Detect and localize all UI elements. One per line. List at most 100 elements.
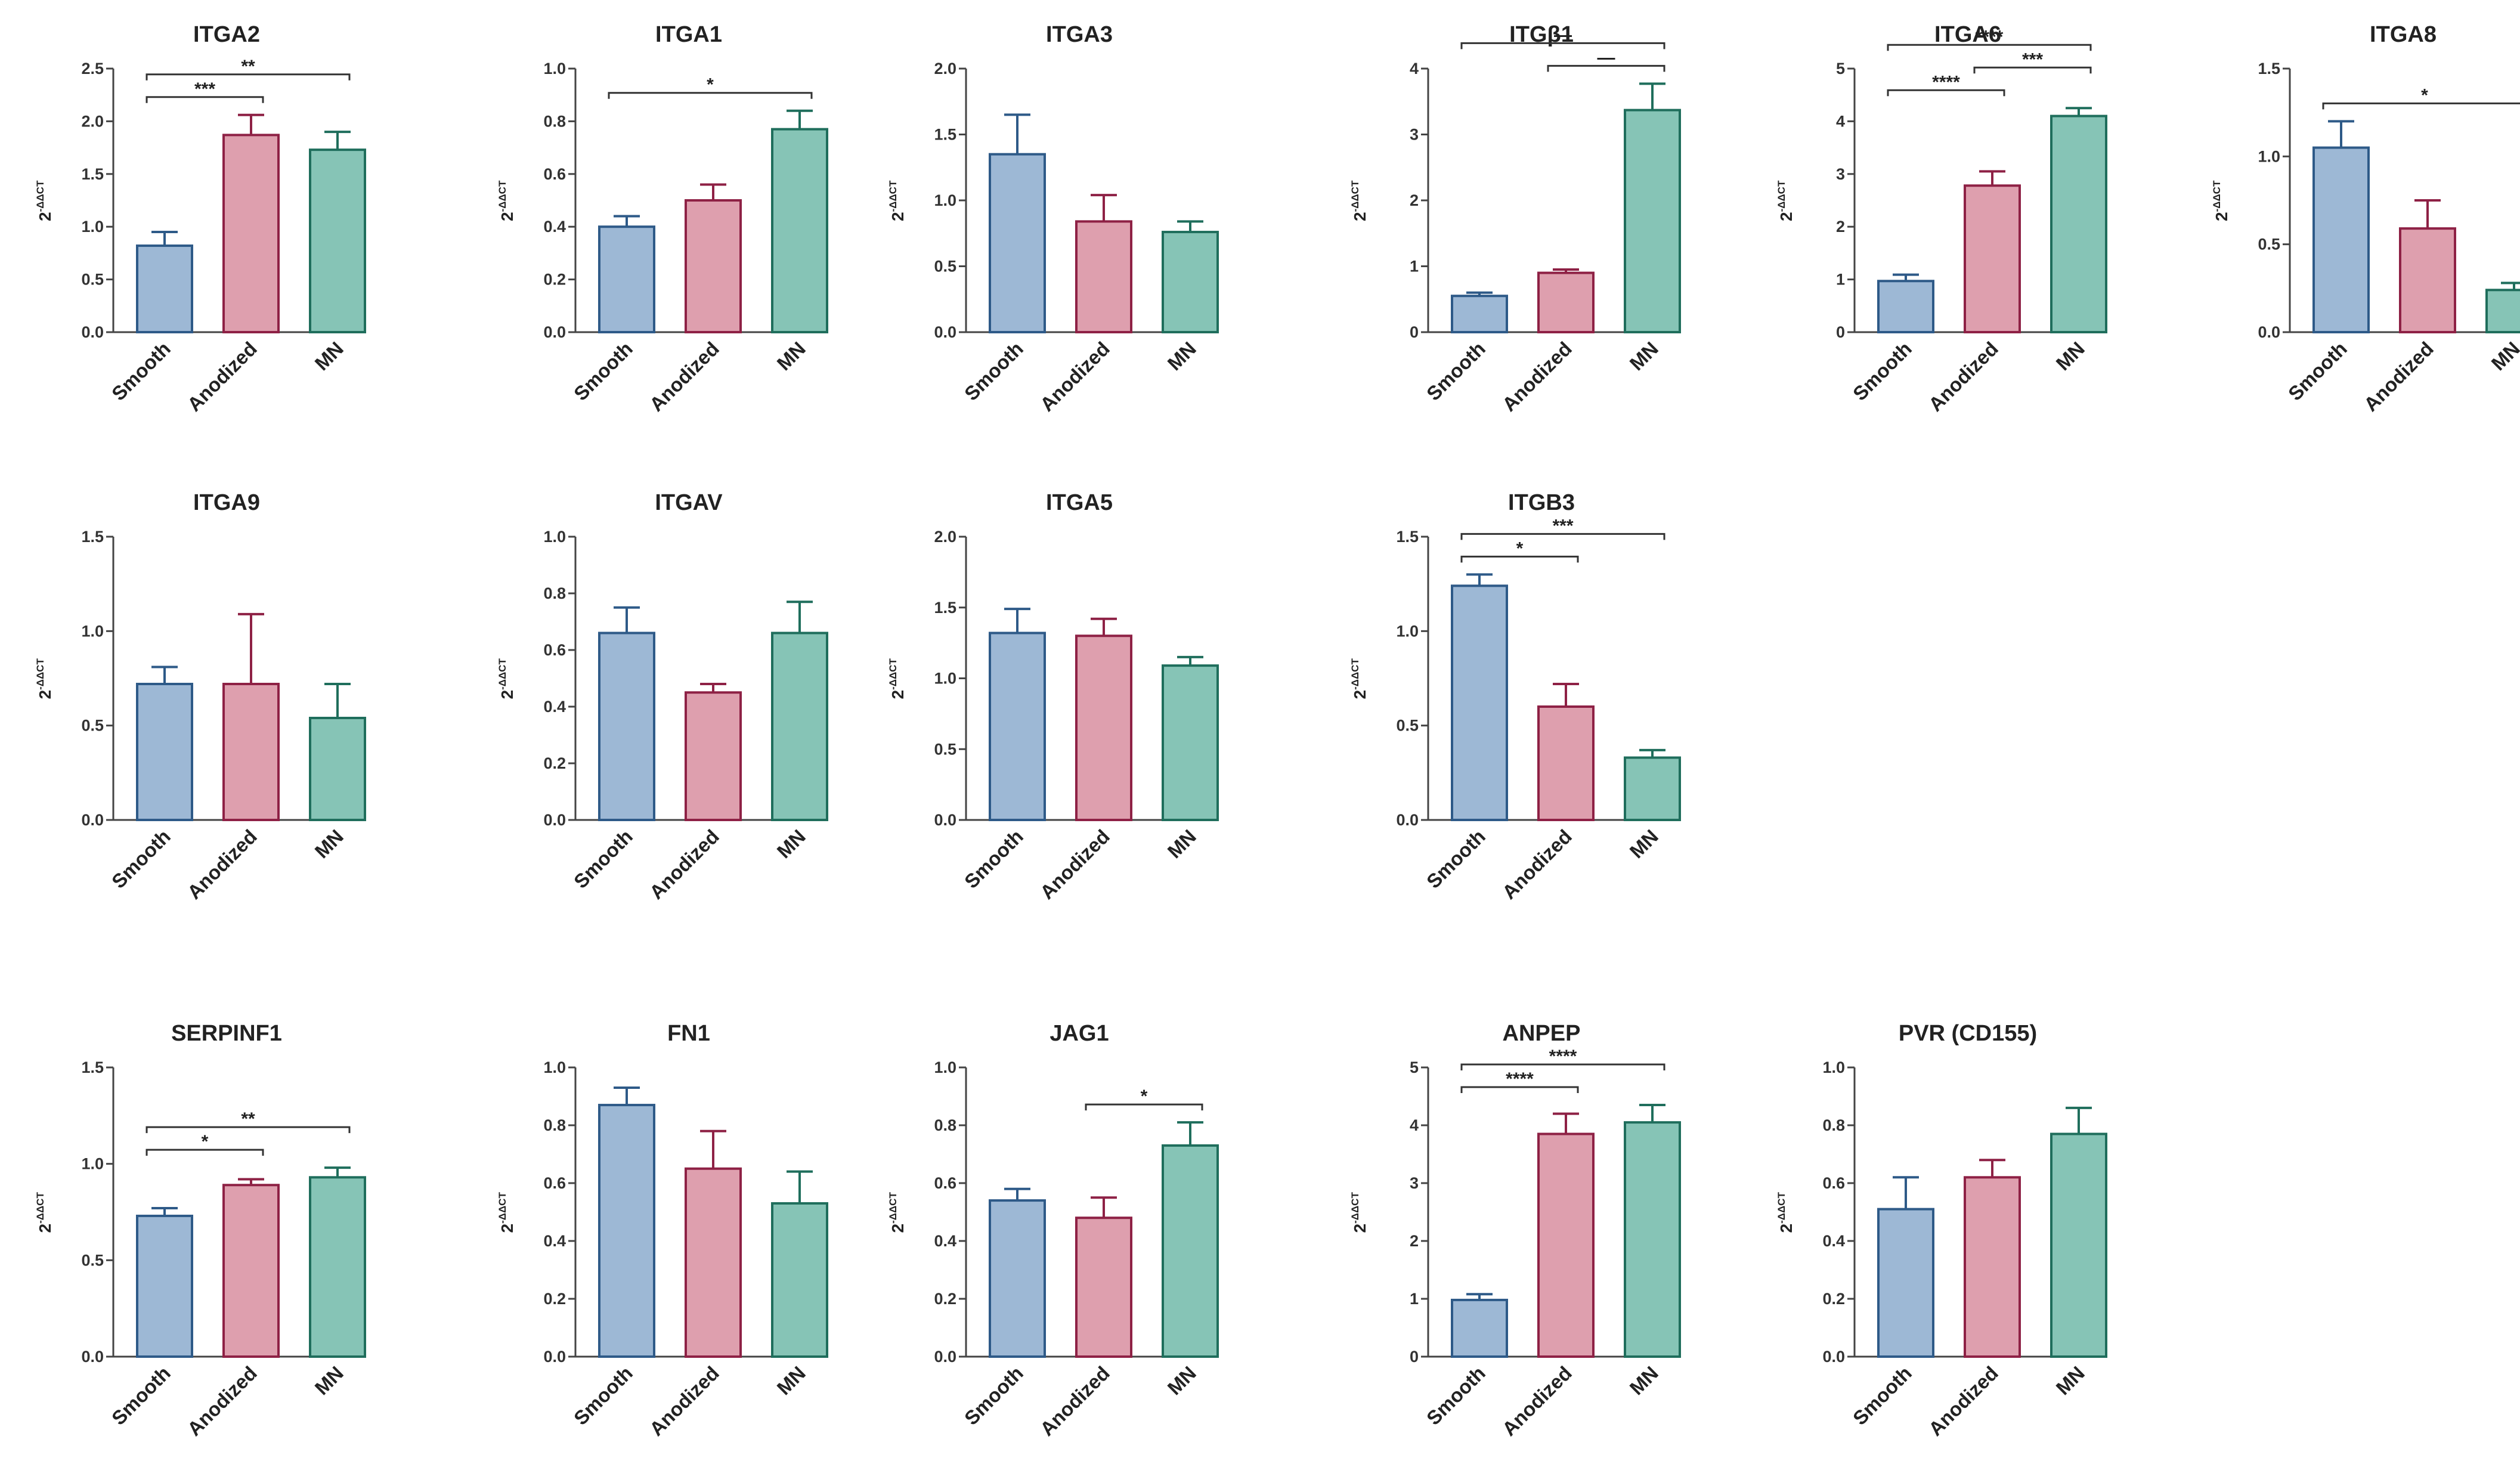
category-label: Anodized	[183, 338, 261, 416]
y-tick-label: 1.0	[543, 60, 566, 78]
chart-title: ITGA6	[1934, 22, 2001, 47]
category-label: Anodized	[645, 1362, 723, 1440]
y-tick-label: 0.0	[934, 1348, 956, 1366]
significance-label: ***	[1552, 516, 1573, 536]
y-tick-label: 5	[1410, 1058, 1419, 1076]
category-label: Smooth	[569, 825, 637, 893]
category-label: MN	[1625, 338, 1662, 374]
bar-mn	[2485, 289, 2520, 333]
category-label: Smooth	[569, 338, 637, 405]
bar-smooth	[598, 225, 655, 334]
bar-anodized	[1964, 184, 2021, 333]
bar-anodized	[1075, 1217, 1132, 1358]
chart-title: JAG1	[1050, 1021, 1109, 1046]
y-tick-label: 0.4	[934, 1232, 956, 1250]
significance-label: ****	[1549, 1047, 1577, 1066]
chart-title: ITGA3	[1046, 22, 1113, 47]
y-tick-label: 0.4	[543, 698, 566, 716]
chart-itga2: ITGA2 0.0 0.5 1.0 1.5 2.0 2.5 2-ΔΔCT Smooth Anodi…	[35, 22, 366, 416]
y-axis-label: 2-ΔΔCT	[2211, 180, 2231, 221]
y-axis-label: 2-ΔΔCT	[1349, 180, 1369, 221]
bar-smooth	[136, 244, 193, 333]
y-tick-label: 0	[1836, 323, 1845, 341]
category-label: Anodized	[1498, 338, 1576, 416]
category-label: Anodized	[1036, 1362, 1114, 1440]
bar-smooth	[598, 1104, 655, 1358]
y-tick-label: 0.0	[2258, 323, 2280, 341]
chart-itgb3: ITGB3 0.0 0.5 1.0 1.5 2-ΔΔCT Smooth Anodized MN *…	[1349, 490, 1681, 903]
y-tick-label: 1.0	[1822, 1058, 1845, 1076]
y-tick-label: 0.2	[543, 754, 566, 772]
y-tick-label: 0.0	[934, 323, 956, 341]
bar-mn	[309, 148, 366, 334]
y-tick-label: 2	[1836, 218, 1845, 236]
bar-anodized	[222, 1184, 280, 1358]
category-label: MN	[310, 1362, 347, 1399]
chart-itga5: ITGA5 0.0 0.5 1.0 1.5 2.0 2-ΔΔCT Smooth Anodized…	[887, 490, 1219, 903]
y-tick-label: 1.0	[934, 1058, 956, 1076]
y-tick-label: 0.0	[1822, 1348, 1845, 1366]
y-tick-label: 1	[1410, 1290, 1419, 1308]
category-label: Smooth	[1422, 1362, 1490, 1429]
y-tick-label: 0.4	[543, 218, 566, 236]
y-tick-label: 4	[1410, 60, 1419, 78]
chart-title: ITGB3	[1508, 490, 1575, 515]
y-tick-label: 1	[1410, 258, 1419, 276]
y-tick-label: 2.0	[81, 112, 104, 130]
bar-smooth	[989, 632, 1046, 821]
chart-title: ITGA2	[193, 22, 260, 47]
chart-fn1: FN1 0.0 0.2 0.4 0.6 0.8 1.0 2-ΔΔCT Smooth Anodize…	[497, 1021, 828, 1440]
bar-anodized	[1075, 220, 1132, 333]
chart-title: PVR (CD155)	[1899, 1021, 2037, 1046]
y-tick-label: 1	[1836, 271, 1845, 289]
bar-smooth	[598, 632, 655, 821]
y-tick-label: 2	[1410, 191, 1419, 209]
y-tick-label: 1.5	[934, 599, 956, 617]
y-tick-label: 0.0	[1396, 811, 1419, 829]
y-tick-label: 3	[1410, 1174, 1419, 1192]
chart-itga9: ITGA9 0.0 0.5 1.0 1.5 2-ΔΔCT Smooth Anodized MN	[35, 490, 366, 903]
y-tick-label: 0.8	[543, 1116, 566, 1134]
chart-title: SERPINF1	[171, 1021, 282, 1046]
significance-label: ***	[194, 79, 215, 99]
bar-anodized	[1537, 1132, 1595, 1358]
bar-smooth	[136, 1214, 193, 1358]
category-label: MN	[1163, 338, 1200, 374]
bar-mn	[1624, 109, 1681, 334]
y-tick-label: 0.5	[2258, 236, 2280, 253]
category-label: Anodized	[183, 825, 261, 903]
category-label: Smooth	[107, 338, 175, 405]
category-label: MN	[772, 1362, 809, 1399]
category-label: Anodized	[1924, 1362, 2002, 1440]
chart-itgav: ITGAV 0.0 0.2 0.4 0.6 0.8 1.0 2-ΔΔCT Smooth Anodi…	[497, 490, 828, 903]
chart-itga1: ITGA1 0.0 0.2 0.4 0.6 0.8 1.0 2-ΔΔCT Smooth Anodi…	[497, 22, 828, 416]
category-label: MN	[1625, 825, 1662, 862]
significance-label: —	[1554, 25, 1572, 45]
significance-label: *	[2421, 85, 2428, 105]
y-tick-label: 0.0	[81, 811, 104, 829]
category-label: Smooth	[960, 1362, 1027, 1429]
significance-label: **	[241, 57, 255, 76]
bar-smooth	[989, 1199, 1046, 1358]
y-tick-label: 1.5	[81, 165, 104, 183]
y-tick-label: 1.5	[81, 528, 104, 546]
bar-anodized	[1075, 634, 1132, 821]
significance-bracket	[1460, 555, 1579, 563]
category-label: Smooth	[960, 338, 1027, 405]
category-label: Smooth	[1849, 338, 1916, 405]
y-tick-label: 0.6	[934, 1174, 956, 1192]
significance-label: *	[1141, 1087, 1148, 1106]
category-label: Anodized	[1498, 1362, 1576, 1440]
bar-anodized	[685, 1167, 742, 1358]
y-tick-label: 1.0	[543, 528, 566, 546]
bar-smooth	[1877, 280, 1934, 334]
y-tick-label: 1.5	[934, 126, 956, 144]
chart-title: ITGA8	[2370, 22, 2437, 47]
y-axis-label: 2-ΔΔCT	[497, 1192, 516, 1233]
bar-mn	[771, 632, 828, 821]
y-tick-label: 0.8	[543, 112, 566, 130]
bar-smooth	[136, 683, 193, 821]
significance-label: **	[241, 1109, 255, 1129]
significance-bracket	[1085, 1103, 1203, 1111]
bar-smooth	[989, 153, 1046, 333]
